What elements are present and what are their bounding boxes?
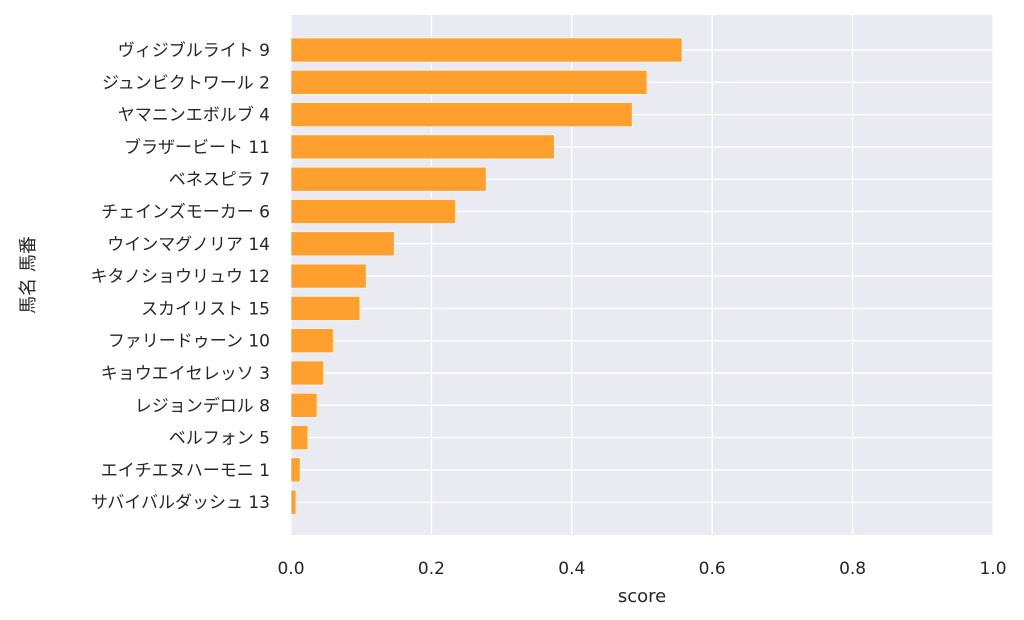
y-tick-label: ファリードゥーン 10	[108, 332, 270, 352]
bar	[290, 166, 487, 192]
bar	[290, 360, 324, 386]
y-tick-label: キタノショウリュウ 12	[90, 267, 270, 287]
bar	[290, 263, 367, 289]
bar	[290, 489, 297, 515]
bar	[290, 70, 648, 95]
bar	[290, 37, 683, 63]
bar	[290, 231, 395, 257]
y-tick-label: サバイバルダッシュ 13	[91, 493, 270, 513]
bar	[290, 134, 555, 160]
y-tick-label: エイチエヌハーモニ 1	[101, 461, 270, 481]
y-tick-label: レジョンデロル 8	[135, 395, 270, 416]
y-tick-labels: ヴィジブルライト 9 ジュンビクトワール 2 ヤマニンエボルブ 4 ブラザービート 1…	[90, 40, 270, 513]
x-tick-label: 0.8	[839, 559, 866, 579]
x-tick-label: 0.6	[699, 559, 726, 579]
bar	[290, 392, 318, 418]
y-axis-label: 馬名 馬番	[18, 236, 39, 314]
y-tick-label: ブラザービート 11	[124, 137, 270, 158]
y-tick-label: ベネスピラ 7	[169, 170, 270, 190]
y-tick-label: キョウエイセレッソ 3	[101, 364, 270, 384]
bars	[290, 37, 683, 515]
bar	[290, 102, 633, 127]
bar	[290, 457, 301, 483]
y-tick-label: ヤマニンエボルブ 4	[118, 105, 270, 126]
y-tick-label: ベルフォン 5	[169, 429, 270, 449]
y-tick-label: ヴィジブルライト 9	[118, 40, 270, 61]
bar	[290, 296, 361, 321]
x-tick-label: 0.4	[558, 559, 585, 579]
x-tick-labels: 0.0 0.2 0.4 0.6 0.8 1.0	[277, 559, 1006, 579]
x-tick-label: 1.0	[979, 559, 1006, 579]
x-tick-label: 0.2	[418, 559, 445, 579]
y-tick-label: ウインマグノリア 14	[107, 235, 270, 255]
plot-background	[291, 15, 993, 535]
bar	[290, 199, 456, 224]
y-tick-label: チェインズモーカー 6	[101, 203, 270, 223]
x-tick-label: 0.0	[277, 559, 304, 579]
bar	[290, 328, 334, 354]
y-tick-label: ジュンビクトワール 2	[102, 73, 270, 93]
bar	[290, 425, 309, 450]
y-tick-label: スカイリスト 15	[141, 299, 270, 319]
x-axis-label: score	[618, 586, 666, 607]
